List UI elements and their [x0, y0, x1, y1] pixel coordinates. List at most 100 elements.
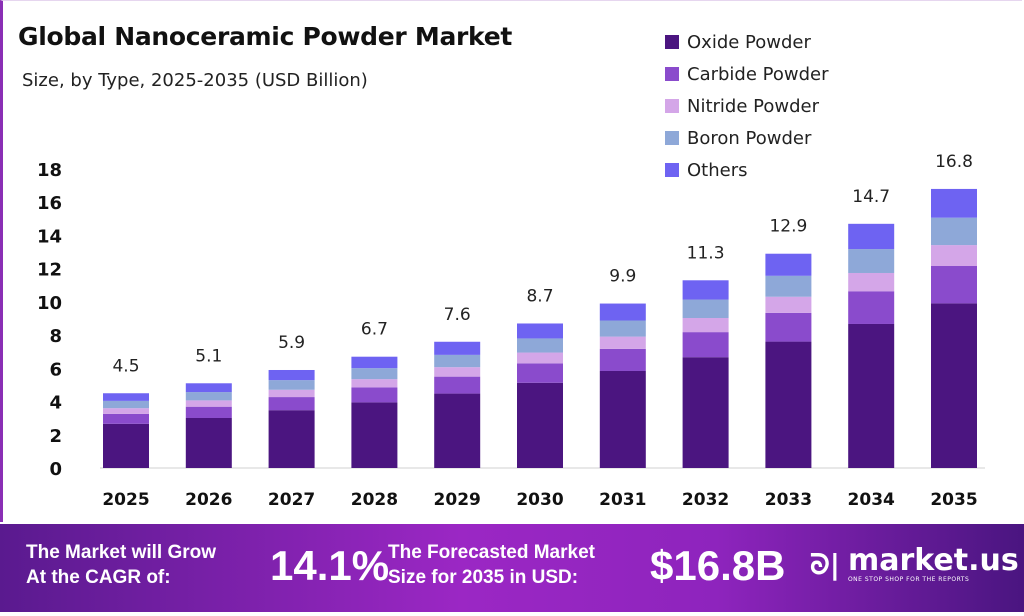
chart-plot: 0 2 4 6 8 10 12 14 16 18 4.5 2025 5.1 2026 5.9 2027 6.7 2… — [37, 152, 985, 510]
bar-segment-carbide-powder — [931, 266, 977, 304]
bar-segment-others — [848, 223, 895, 250]
legend-item-boron: Boron Powder — [665, 122, 829, 154]
x-tick-label: 2033 — [765, 490, 812, 510]
chart-title: Global Nanoceramic Powder Market — [18, 22, 513, 51]
x-tick-label: 2025 — [102, 490, 149, 510]
x-tick-label: 2035 — [930, 490, 977, 510]
cagr-value: 14.1% — [270, 542, 390, 589]
legend-label: Boron Powder — [687, 127, 812, 149]
cagr-label: The Market will Grow At the CAGR of: — [26, 540, 216, 590]
forecast-label: The Forecasted Market Size for 2035 in U… — [388, 540, 595, 590]
bar-segment-oxide-powder — [931, 303, 977, 468]
bar-segment-boron-powder — [765, 275, 812, 297]
y-tick-label: 16 — [37, 193, 62, 214]
chart-subtitle: Size, by Type, 2025-2035 (USD Billion) — [22, 70, 368, 91]
bar-segment-oxide-powder — [848, 323, 895, 468]
x-tick-label: 2028 — [351, 490, 398, 510]
bar-segment-nitride-powder — [268, 389, 315, 398]
footer-banner: The Market will Grow At the CAGR of: 14.… — [0, 524, 1024, 612]
legend-swatch — [665, 67, 679, 81]
y-tick-label: 18 — [37, 160, 62, 181]
bar-segment-oxide-powder — [185, 418, 232, 468]
logo-tagline: ONE STOP SHOP FOR THE REPORTS — [847, 576, 970, 583]
bar-segment-others — [517, 323, 563, 339]
bar-segment-oxide-powder — [268, 410, 315, 468]
chart-frame — [0, 0, 1022, 522]
market-us-logo: ᘐ| market.us ONE STOP SHOP FOR THE REPOR… — [810, 546, 1019, 584]
x-tick-label: 2031 — [599, 490, 646, 510]
bar-segment-nitride-powder — [931, 245, 977, 267]
data-label-total: 16.8 — [935, 152, 973, 172]
bar-segment-boron-powder — [599, 320, 646, 337]
data-label-total: 12.9 — [769, 217, 807, 237]
bar-segment-carbide-powder — [103, 413, 149, 424]
legend-item-carbide: Carbide Powder — [665, 58, 829, 90]
data-label-total: 4.5 — [112, 356, 139, 376]
legend: Oxide Powder Carbide Powder Nitride Powd… — [665, 26, 829, 186]
bar-segment-nitride-powder — [434, 367, 481, 377]
bar-segment-others — [599, 303, 646, 321]
data-label-total: 7.6 — [444, 305, 471, 325]
bar-segment-oxide-powder — [103, 423, 149, 468]
data-label-total: 6.7 — [361, 320, 388, 340]
bar-segment-nitride-powder — [682, 318, 729, 333]
bar-segment-others — [351, 356, 398, 369]
bar-segment-oxide-powder — [599, 370, 646, 468]
bar-segment-boron-powder — [185, 392, 232, 401]
bar-segment-oxide-powder — [351, 402, 398, 468]
bar-segment-boron-powder — [931, 217, 977, 246]
data-label-total: 5.1 — [195, 346, 222, 366]
x-tick-label: 2029 — [434, 490, 481, 510]
bar-segment-boron-powder — [517, 338, 563, 353]
bar-segment-others — [434, 341, 481, 355]
legend-item-others: Others — [665, 154, 829, 186]
y-tick-label: 4 — [49, 393, 62, 414]
forecast-label-line2: Size for 2035 in USD: — [388, 567, 579, 588]
bar-segment-carbide-powder — [268, 397, 315, 411]
x-tick-label: 2034 — [848, 490, 895, 510]
bar-segment-carbide-powder — [185, 406, 232, 419]
bar-segment-others — [931, 188, 977, 218]
y-tick-label: 14 — [37, 226, 62, 247]
bar-segment-nitride-powder — [765, 296, 812, 313]
bar-segment-carbide-powder — [351, 387, 398, 403]
legend-label: Nitride Powder — [687, 95, 819, 117]
bar-segment-carbide-powder — [848, 291, 895, 324]
legend-label: Oxide Powder — [687, 31, 811, 53]
y-tick-label: 12 — [37, 260, 62, 281]
bar-segment-others — [765, 253, 812, 276]
data-label-total: 8.7 — [526, 286, 553, 306]
cagr-label-line1: The Market will Grow — [26, 542, 217, 563]
x-tick-label: 2030 — [516, 490, 563, 510]
bar-segment-oxide-powder — [682, 357, 729, 468]
bar-segment-nitride-powder — [185, 400, 232, 407]
data-label-total: 5.9 — [278, 333, 305, 353]
bar-segment-nitride-powder — [848, 272, 895, 292]
legend-swatch — [665, 163, 679, 177]
y-tick-label: 6 — [49, 359, 62, 380]
bar-segment-oxide-powder — [765, 341, 812, 468]
bar-segment-oxide-powder — [434, 393, 481, 468]
legend-swatch — [665, 35, 679, 49]
x-tick-label: 2027 — [268, 490, 315, 510]
legend-swatch — [665, 99, 679, 113]
bar-segment-boron-powder — [848, 249, 895, 273]
y-tick-label: 8 — [49, 326, 62, 347]
legend-item-nitride: Nitride Powder — [665, 90, 829, 122]
bar-segment-boron-powder — [351, 368, 398, 380]
bar-segment-nitride-powder — [599, 336, 646, 349]
y-tick-label: 10 — [37, 293, 62, 314]
logo-mark-icon: ᘐ| — [810, 547, 840, 581]
legend-label: Others — [687, 159, 748, 181]
bar-segment-nitride-powder — [517, 352, 563, 364]
legend-swatch — [665, 131, 679, 145]
legend-label: Carbide Powder — [687, 63, 829, 85]
bar-segment-carbide-powder — [682, 332, 729, 358]
bar-segment-oxide-powder — [517, 382, 563, 468]
bar-segment-carbide-powder — [599, 348, 646, 371]
x-tick-label: 2032 — [682, 490, 729, 510]
data-label-total: 11.3 — [687, 243, 725, 263]
bar-segment-others — [103, 393, 149, 401]
data-label-total: 14.7 — [852, 187, 890, 207]
bar-segment-boron-powder — [268, 380, 315, 390]
